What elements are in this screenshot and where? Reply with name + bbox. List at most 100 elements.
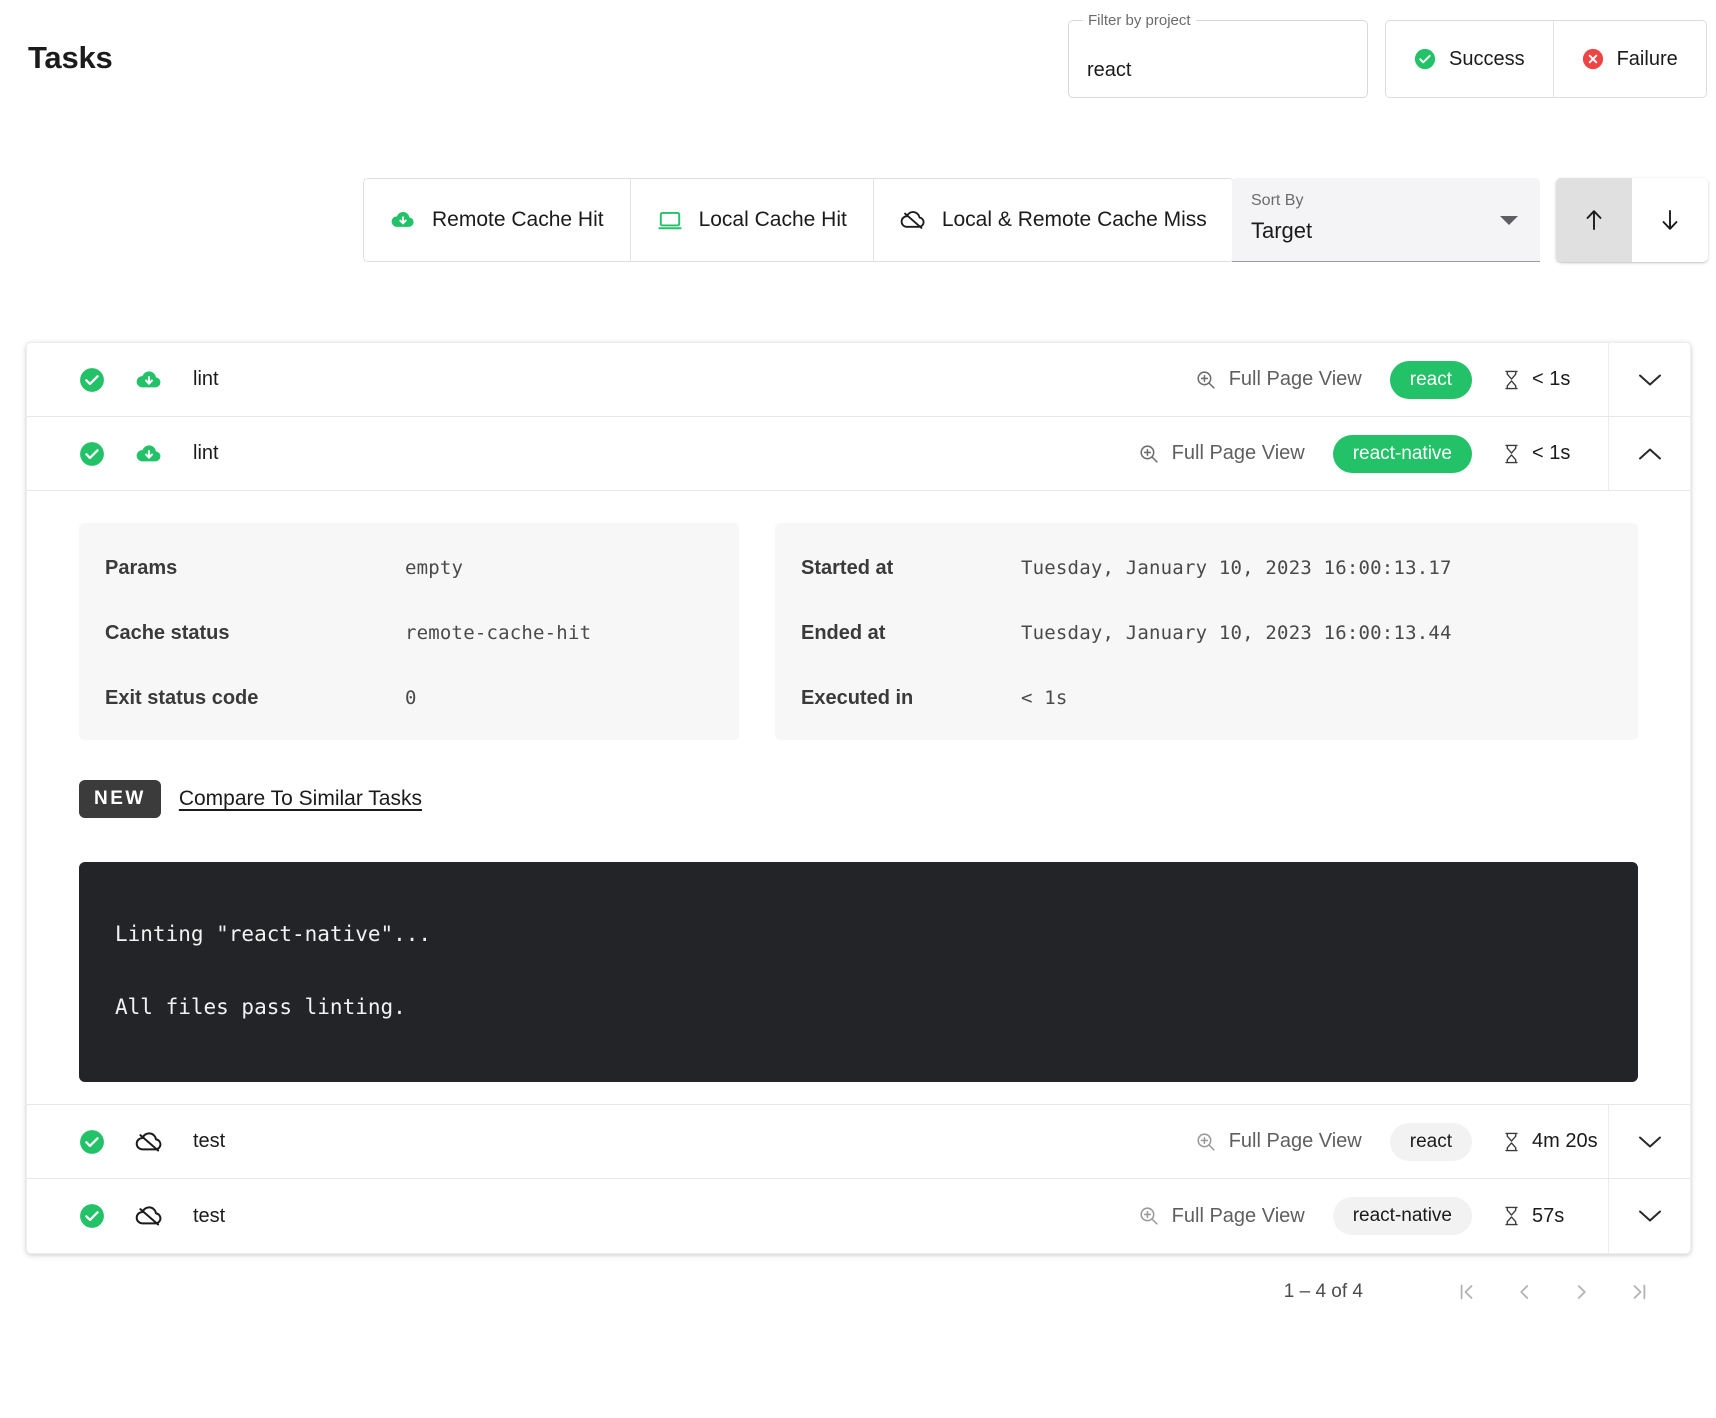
sort-by-select[interactable]: Sort By Target	[1232, 178, 1540, 262]
status-filter-failure-label: Failure	[1616, 47, 1678, 70]
task-timing-panel: Started at Tuesday, January 10, 2023 16:…	[775, 523, 1638, 740]
full-page-view-link[interactable]: Full Page View	[1138, 1205, 1305, 1228]
task-name: test	[193, 1130, 226, 1153]
detail-row: Executed in < 1s	[801, 687, 1612, 710]
chevron-down-icon	[1500, 216, 1518, 225]
status-filter-failure[interactable]: Failure	[1553, 21, 1706, 97]
check-circle-icon	[79, 441, 105, 467]
zoom-in-icon	[1195, 1131, 1217, 1153]
full-page-view-label: Full Page View	[1228, 368, 1362, 390]
chevron-down-icon	[1638, 373, 1662, 387]
detail-key: Cache status	[105, 622, 230, 644]
filter-by-project-field[interactable]: Filter by project react	[1068, 12, 1368, 98]
compare-to-similar-tasks-link[interactable]: Compare To Similar Tasks	[178, 787, 422, 810]
check-circle-icon	[79, 1203, 105, 1229]
task-row[interactable]: test Full Page View react 4m 20s	[27, 1105, 1690, 1180]
terminal-line: All files pass linting.	[115, 995, 406, 1020]
task-list-card: lint Full Page View react < 1s	[26, 342, 1691, 1255]
detail-value: Tuesday, January 10, 2023 16:00:13.17	[1021, 557, 1452, 579]
task-row[interactable]: lint Full Page View react < 1s	[27, 343, 1690, 417]
task-row-actions: Full Page View react-native 57s	[1138, 1179, 1690, 1254]
sort-descending-button[interactable]	[1632, 178, 1708, 262]
first-page-button[interactable]	[1437, 1263, 1495, 1321]
task-duration-value: 4m 20s	[1532, 1130, 1598, 1153]
task-detail-panel: Params empty Cache status remote-cache-h…	[27, 491, 1690, 1106]
cloud-download-icon	[135, 440, 163, 468]
detail-value: empty	[405, 557, 464, 579]
zoom-in-icon	[1195, 369, 1217, 391]
arrow-up-icon	[1582, 207, 1606, 233]
task-row-actions: Full Page View react-native < 1s	[1138, 417, 1690, 490]
sort-ascending-button[interactable]	[1556, 178, 1632, 262]
sort-by-label: Sort By	[1251, 192, 1304, 209]
check-circle-icon	[79, 367, 105, 393]
task-expand-toggle[interactable]	[1608, 343, 1690, 416]
cloud-off-icon	[135, 1128, 163, 1156]
task-duration: < 1s	[1502, 368, 1608, 391]
task-collapse-toggle[interactable]	[1608, 417, 1690, 490]
cache-filter-local-cache-hit[interactable]: Local Cache Hit	[630, 179, 874, 261]
sort-direction-group	[1556, 178, 1708, 262]
detail-key: Ended at	[801, 622, 886, 644]
task-name: lint	[193, 442, 219, 464]
project-badge[interactable]: react-native	[1332, 434, 1472, 473]
cache-filter-local-and-remote-cache-miss[interactable]: Local & Remote Cache Miss	[873, 179, 1233, 261]
detail-value: remote-cache-hit	[405, 622, 592, 644]
chevron-up-icon	[1638, 447, 1662, 461]
full-page-view-link[interactable]: Full Page View	[1138, 442, 1305, 465]
cloud-download-icon	[390, 207, 416, 233]
next-page-button[interactable]	[1553, 1263, 1611, 1321]
task-expand-toggle[interactable]	[1608, 1179, 1690, 1254]
detail-key: Started at	[801, 557, 894, 579]
cloud-off-icon	[135, 1202, 163, 1230]
compare-to-similar-tasks-row: NEW Compare To Similar Tasks	[79, 780, 1638, 818]
status-filter-success[interactable]: Success	[1386, 21, 1554, 97]
project-badge[interactable]: react-native	[1332, 1197, 1472, 1236]
check-circle-icon	[79, 1129, 105, 1155]
project-badge[interactable]: react	[1389, 1122, 1472, 1161]
full-page-view-label: Full Page View	[1171, 1204, 1305, 1227]
next-page-icon	[1571, 1281, 1593, 1303]
cache-filter-remote-cache-hit[interactable]: Remote Cache Hit	[364, 179, 631, 261]
full-page-view-link[interactable]: Full Page View	[1195, 368, 1362, 391]
last-page-button[interactable]	[1611, 1263, 1669, 1321]
detail-key: Params	[105, 557, 178, 579]
task-duration: 57s	[1502, 1205, 1608, 1228]
detail-value: < 1s	[1021, 687, 1068, 709]
task-row-actions: Full Page View react < 1s	[1195, 343, 1690, 416]
task-detail-panels: Params empty Cache status remote-cache-h…	[79, 523, 1638, 740]
hourglass-icon	[1502, 1131, 1521, 1153]
task-terminal-output: Linting "react-native"... All files pass…	[79, 862, 1638, 1083]
cache-filter-local-cache-hit-label: Local Cache Hit	[698, 208, 847, 231]
new-badge: NEW	[79, 780, 161, 818]
task-duration-value: < 1s	[1532, 368, 1571, 390]
hourglass-icon	[1502, 443, 1521, 465]
arrow-down-icon	[1658, 207, 1682, 233]
chevron-down-icon	[1638, 1135, 1662, 1149]
x-circle-icon	[1582, 48, 1604, 70]
last-page-icon	[1629, 1281, 1651, 1303]
detail-row: Started at Tuesday, January 10, 2023 16:…	[801, 557, 1612, 580]
full-page-view-link[interactable]: Full Page View	[1195, 1130, 1362, 1153]
monitor-icon	[657, 207, 683, 233]
task-row-actions: Full Page View react 4m 20s	[1195, 1105, 1690, 1179]
task-expand-toggle[interactable]	[1608, 1105, 1690, 1179]
task-row[interactable]: lint Full Page View react-native < 1s	[27, 417, 1690, 491]
previous-page-button[interactable]	[1495, 1263, 1553, 1321]
filter-by-project-label: Filter by project	[1083, 12, 1196, 30]
task-name: lint	[193, 368, 219, 390]
task-row[interactable]: test Full Page View react-native 57s	[27, 1179, 1690, 1254]
filter-by-project-input[interactable]: react	[1087, 59, 1132, 81]
cache-filter-group: Remote Cache Hit Local Cache Hit	[363, 178, 1234, 262]
zoom-in-icon	[1138, 1205, 1160, 1227]
detail-value: 0	[405, 687, 417, 709]
detail-key: Executed in	[801, 687, 914, 709]
page-header: Tasks Filter by project react Success Fa…	[0, 0, 1716, 110]
previous-page-icon	[1513, 1281, 1535, 1303]
project-badge[interactable]: react	[1389, 360, 1472, 399]
detail-value: Tuesday, January 10, 2023 16:00:13.44	[1021, 622, 1452, 644]
task-name: test	[193, 1204, 226, 1227]
task-duration: 4m 20s	[1502, 1130, 1608, 1153]
hourglass-icon	[1502, 369, 1521, 391]
